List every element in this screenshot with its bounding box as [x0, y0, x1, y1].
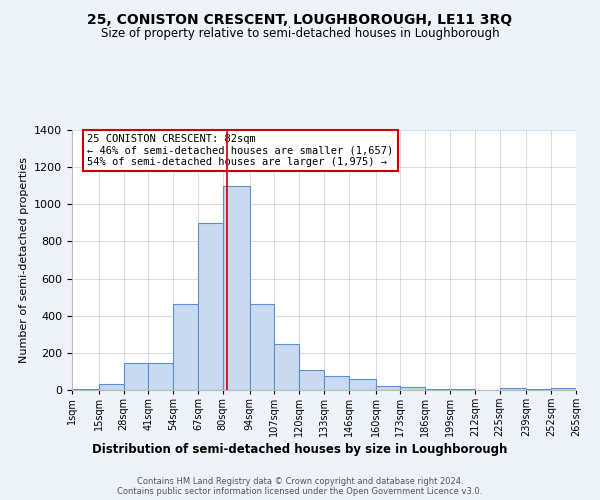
Bar	[551, 388, 576, 390]
Y-axis label: Number of semi-detached properties: Number of semi-detached properties	[19, 157, 29, 363]
Bar	[148, 363, 173, 390]
Bar	[173, 304, 198, 390]
Bar	[324, 376, 349, 390]
Text: Contains public sector information licensed under the Open Government Licence v3: Contains public sector information licen…	[118, 488, 482, 496]
Bar	[500, 388, 526, 390]
Bar	[349, 379, 376, 390]
Bar	[274, 344, 299, 390]
Bar	[198, 223, 223, 390]
Bar	[526, 389, 551, 390]
Bar	[400, 387, 425, 390]
Text: Size of property relative to semi-detached houses in Loughborough: Size of property relative to semi-detach…	[101, 28, 499, 40]
Bar	[299, 370, 324, 390]
Text: Distribution of semi-detached houses by size in Loughborough: Distribution of semi-detached houses by …	[92, 442, 508, 456]
Bar	[425, 389, 450, 390]
Bar	[99, 384, 124, 390]
Text: 25, CONISTON CRESCENT, LOUGHBOROUGH, LE11 3RQ: 25, CONISTON CRESCENT, LOUGHBOROUGH, LE1…	[88, 12, 512, 26]
Text: Contains HM Land Registry data © Crown copyright and database right 2024.: Contains HM Land Registry data © Crown c…	[137, 478, 463, 486]
Bar	[223, 186, 250, 390]
Bar	[124, 363, 148, 390]
Bar	[376, 386, 400, 390]
Bar	[250, 304, 274, 390]
Text: 25 CONISTON CRESCENT: 82sqm
← 46% of semi-detached houses are smaller (1,657)
54: 25 CONISTON CRESCENT: 82sqm ← 46% of sem…	[87, 134, 394, 167]
Bar	[72, 389, 99, 390]
